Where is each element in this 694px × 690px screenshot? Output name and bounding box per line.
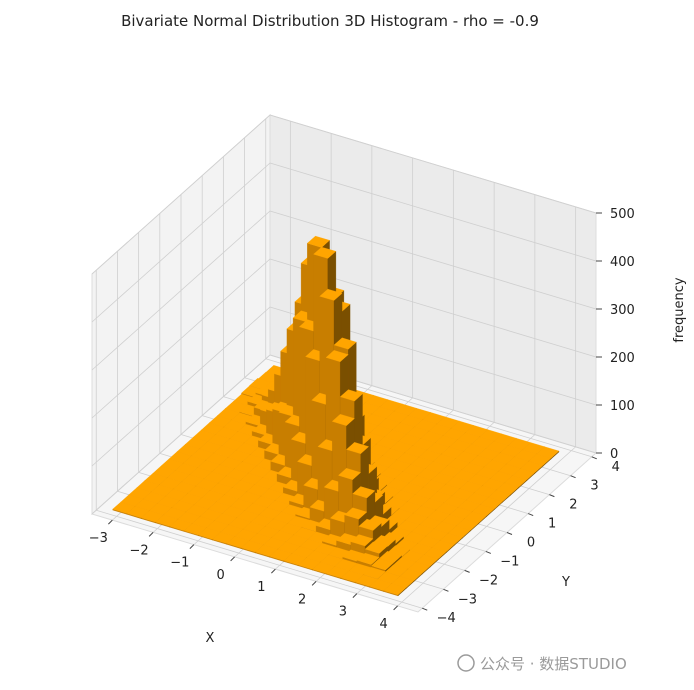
x-tick-label: −2 [130, 543, 149, 558]
wechat-icon [457, 654, 475, 672]
grid-line-z [269, 162, 597, 262]
z-axis-ticks: 0 100 200 300 400 500 [596, 207, 635, 462]
grid-line-z [269, 114, 597, 214]
grid-line-z [91, 306, 271, 467]
x-tick-label: 2 [298, 592, 306, 607]
grid-line-z [91, 114, 271, 275]
x-tick-label: −3 [89, 531, 108, 546]
y-tick-label: 3 [590, 479, 598, 494]
grid-line-z [91, 210, 271, 371]
grid-line-z [91, 354, 271, 515]
x-tick-label: 4 [379, 617, 387, 632]
y-tick-label: 2 [569, 498, 577, 513]
z-tick-label: 0 [610, 447, 618, 462]
y-tick-label: −2 [479, 573, 498, 588]
x-tick-label: −1 [170, 556, 189, 571]
grid-line-z [91, 162, 271, 323]
grid-line-z [91, 258, 271, 419]
grid-line-z [269, 210, 597, 310]
y-tick-label: −3 [458, 592, 477, 607]
y-tick-label: −4 [437, 611, 456, 626]
watermark: 公众号 · 数据STUDIO [457, 654, 627, 673]
z-tick-label: 400 [610, 255, 635, 270]
y-axis-label: Y [561, 575, 570, 590]
z-tick-label: 300 [610, 303, 635, 318]
z-tick-label: 200 [610, 351, 635, 366]
x-tick-label: 1 [257, 580, 265, 595]
x-axis-label: X [206, 631, 215, 646]
y-tick-label: 1 [548, 517, 556, 532]
z-tick-label: 100 [610, 399, 635, 414]
x-tick-label: 3 [339, 605, 347, 620]
grid-line-y [96, 509, 423, 609]
z-axis-label: frequency [672, 277, 687, 343]
x-axis-ticks: −3 −2 −1 0 1 2 3 4 [89, 519, 398, 632]
y-tick-label: 0 [527, 536, 535, 551]
chart-title: Bivariate Normal Distribution 3D Histogr… [121, 12, 539, 30]
y-tick-label: 4 [612, 460, 620, 475]
x-tick-label: 0 [216, 568, 224, 583]
z-tick-label: 500 [610, 207, 635, 222]
y-tick-label: −1 [500, 554, 519, 569]
watermark-text: 公众号 · 数据STUDIO [480, 655, 627, 673]
histogram-bar [350, 534, 374, 558]
histogram-bars [112, 235, 560, 597]
histogram-bar [383, 583, 407, 597]
